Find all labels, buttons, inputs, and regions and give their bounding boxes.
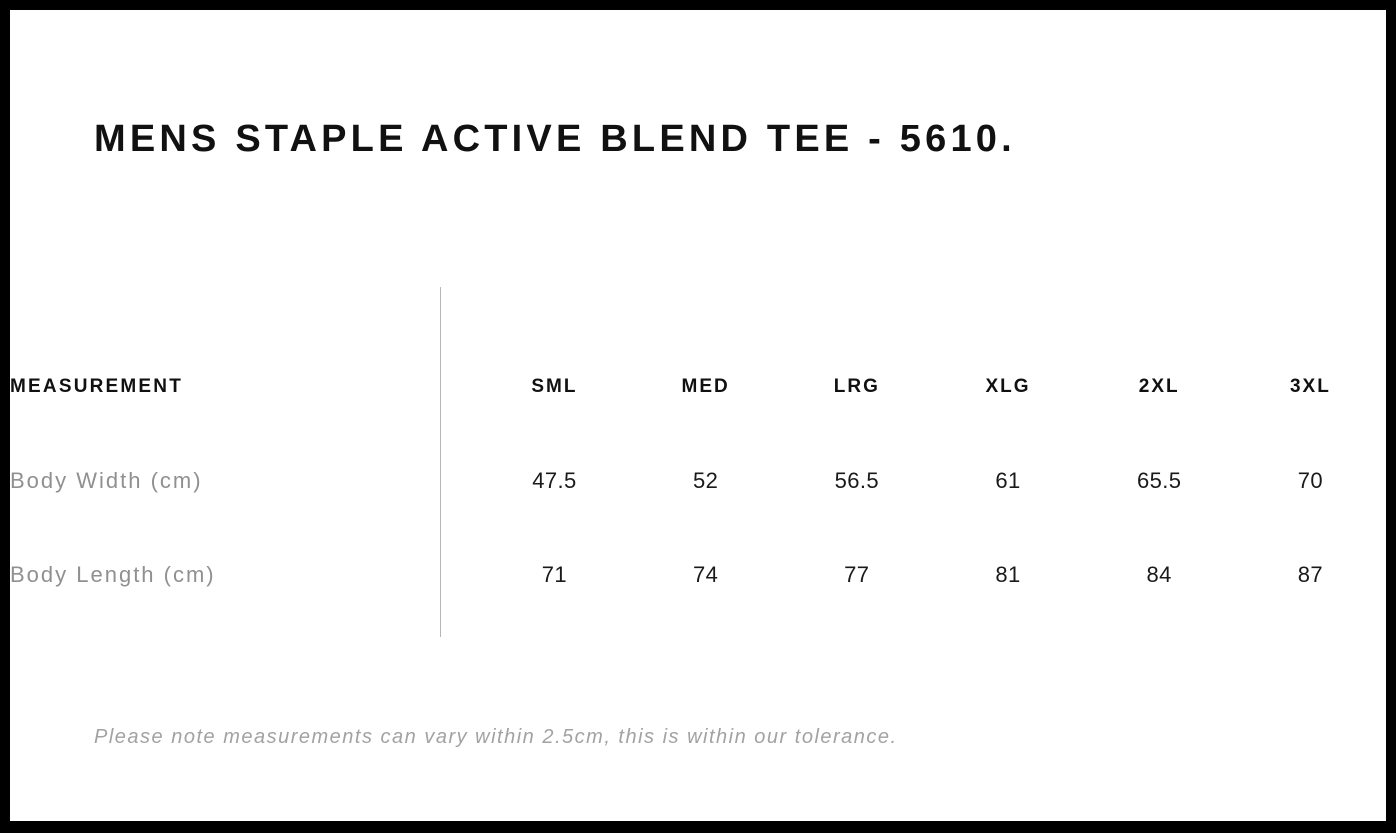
column-header-xlg: XLG bbox=[985, 376, 1031, 397]
column-divider bbox=[440, 287, 441, 637]
size-chart-table: MEASUREMENT SML MED LRG XLG 2XL 3XL Body… bbox=[10, 340, 1386, 622]
cell-body-length-3xl: 87 bbox=[1297, 562, 1324, 587]
table-row: Body Length (cm) 71 74 77 81 84 87 bbox=[10, 528, 1386, 622]
column-header-measurement: MEASUREMENT bbox=[10, 376, 184, 397]
column-header-med: MED bbox=[681, 376, 730, 397]
table-header-row: MEASUREMENT SML MED LRG XLG 2XL 3XL bbox=[10, 340, 1386, 434]
row-label-body-length: Body Length (cm) bbox=[10, 562, 216, 587]
cell-body-width-lrg: 56.5 bbox=[834, 468, 880, 493]
cell-body-width-2xl: 65.5 bbox=[1136, 468, 1182, 493]
table-row: Body Width (cm) 47.5 52 56.5 61 65.5 70 bbox=[10, 434, 1386, 528]
cell-body-length-lrg: 77 bbox=[844, 562, 870, 587]
column-header-sml: SML bbox=[531, 376, 578, 397]
cell-body-width-3xl: 70 bbox=[1297, 468, 1324, 493]
column-header-lrg: LRG bbox=[833, 376, 880, 397]
cell-body-length-xlg: 81 bbox=[995, 562, 1021, 587]
column-header-2xl: 2XL bbox=[1138, 376, 1180, 397]
cell-body-length-med: 74 bbox=[692, 562, 719, 587]
page-title: MENS STAPLE ACTIVE BLEND TEE - 5610. bbox=[94, 118, 1016, 160]
cell-body-width-sml: 47.5 bbox=[532, 468, 577, 493]
row-label-body-width: Body Width (cm) bbox=[10, 468, 203, 493]
cell-body-length-sml: 71 bbox=[541, 562, 568, 587]
cell-body-length-2xl: 84 bbox=[1146, 562, 1172, 587]
column-header-3xl: 3XL bbox=[1289, 376, 1331, 397]
tolerance-note: Please note measurements can vary within… bbox=[94, 726, 898, 748]
cell-body-width-xlg: 61 bbox=[995, 468, 1021, 493]
cell-body-width-med: 52 bbox=[692, 468, 719, 493]
size-chart-card: MENS STAPLE ACTIVE BLEND TEE - 5610. MEA… bbox=[10, 10, 1386, 821]
